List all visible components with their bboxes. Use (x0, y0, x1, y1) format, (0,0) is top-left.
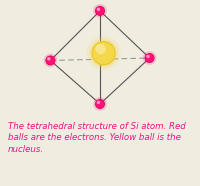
Circle shape (47, 57, 51, 61)
Circle shape (146, 55, 150, 58)
Circle shape (93, 4, 107, 18)
Circle shape (46, 56, 55, 65)
Circle shape (95, 44, 106, 54)
Text: The tetrahedral structure of Si atom. Red
balls are the electrons. Yellow ball i: The tetrahedral structure of Si atom. Re… (8, 122, 186, 154)
Circle shape (145, 53, 154, 63)
Circle shape (95, 99, 105, 109)
Circle shape (91, 41, 116, 66)
Circle shape (95, 6, 105, 15)
Circle shape (89, 39, 118, 68)
Circle shape (143, 51, 156, 65)
Circle shape (44, 54, 57, 67)
Circle shape (97, 7, 100, 11)
Circle shape (86, 36, 121, 70)
Circle shape (97, 101, 100, 104)
Circle shape (92, 42, 115, 65)
Circle shape (93, 97, 107, 111)
